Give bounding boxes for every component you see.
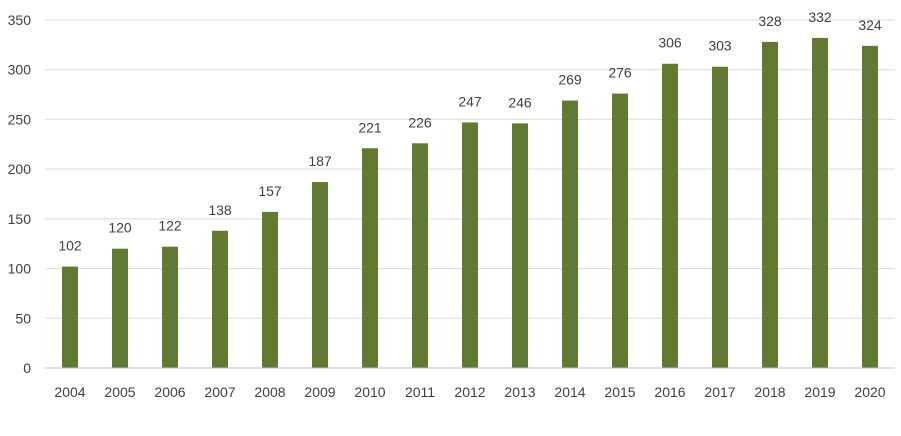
bar-2009 (312, 182, 328, 368)
x-tick-label: 2008 (254, 384, 285, 400)
data-label: 247 (458, 93, 482, 109)
x-tick-label: 2009 (304, 384, 335, 400)
data-label: 122 (158, 218, 182, 234)
bar-2008 (262, 211, 278, 368)
bar-2015 (612, 93, 628, 368)
bar-2019 (812, 37, 828, 368)
data-label: 269 (558, 72, 582, 88)
bar-2006 (162, 246, 178, 368)
bar-2010 (362, 148, 378, 368)
bars (62, 37, 878, 369)
data-label: 226 (408, 114, 432, 130)
x-tick-label: 2017 (704, 384, 735, 400)
data-label: 120 (108, 220, 132, 236)
x-tick-label: 2012 (454, 384, 485, 400)
y-tick-label: 50 (15, 310, 31, 326)
data-label: 102 (58, 238, 82, 254)
x-tick-label: 2007 (204, 384, 235, 400)
y-tick-label: 0 (23, 360, 31, 376)
bar-2011 (412, 143, 428, 368)
x-tick-label: 2004 (54, 384, 85, 400)
data-label: 246 (508, 94, 532, 110)
bar-2017 (712, 66, 728, 368)
bar-2020 (862, 45, 878, 368)
bar-2005 (112, 248, 128, 368)
data-label: 221 (358, 119, 382, 135)
x-tick-label: 2005 (104, 384, 135, 400)
bar-2007 (212, 230, 228, 368)
bar-2016 (662, 63, 678, 369)
data-label: 324 (858, 17, 882, 33)
x-tick-label: 2020 (854, 384, 885, 400)
data-label: 276 (608, 65, 632, 81)
x-tick-label: 2010 (354, 384, 385, 400)
bar-2018 (762, 41, 778, 368)
data-label: 306 (658, 35, 682, 51)
bar-2013 (512, 123, 528, 368)
bar-2012 (462, 122, 478, 368)
y-axis-ticks: 0 50 100 150 200 250 300 350 (8, 12, 32, 376)
y-tick-label: 150 (8, 211, 32, 227)
data-label: 187 (308, 153, 332, 169)
data-label: 332 (808, 9, 832, 25)
y-tick-label: 350 (8, 12, 32, 28)
data-label: 157 (258, 183, 282, 199)
y-tick-label: 200 (8, 161, 32, 177)
y-tick-label: 100 (8, 261, 32, 277)
data-label: 138 (208, 202, 232, 218)
bar-2014 (562, 100, 578, 368)
y-tick-label: 300 (8, 62, 32, 78)
data-labels: 102 120 122 138 157 187 221 226 247 246 269 276 306 3… (58, 9, 882, 254)
x-tick-label: 2014 (554, 384, 585, 400)
x-tick-label: 2011 (405, 384, 435, 400)
x-tick-label: 2013 (504, 384, 535, 400)
bar-2004 (62, 266, 78, 368)
x-tick-label: 2019 (804, 384, 835, 400)
x-axis-ticks: 2004 2005 2006 2007 2008 2009 2010 2011 2012 2013… (54, 384, 885, 400)
x-tick-label: 2018 (754, 384, 785, 400)
x-tick-label: 2015 (604, 384, 635, 400)
x-tick-label: 2006 (154, 384, 185, 400)
data-label: 303 (708, 38, 732, 54)
x-tick-label: 2016 (654, 384, 685, 400)
y-tick-label: 250 (8, 111, 32, 127)
data-label: 328 (758, 13, 782, 29)
